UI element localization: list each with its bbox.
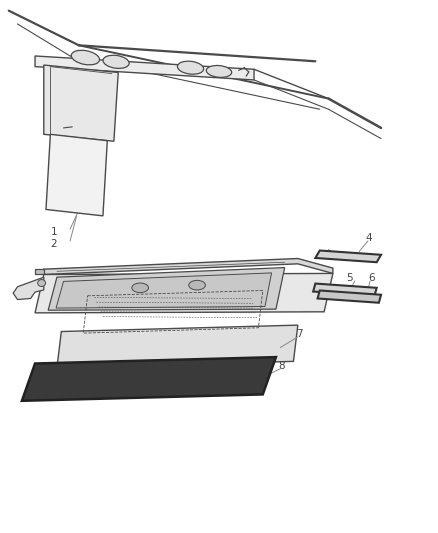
Ellipse shape: [103, 55, 129, 68]
Polygon shape: [35, 56, 254, 80]
Polygon shape: [46, 134, 107, 216]
Polygon shape: [56, 273, 272, 308]
Polygon shape: [318, 290, 381, 303]
Polygon shape: [35, 269, 44, 274]
Polygon shape: [48, 268, 285, 310]
Polygon shape: [44, 259, 333, 274]
Text: 5: 5: [346, 273, 353, 283]
Text: 6: 6: [368, 273, 374, 283]
Polygon shape: [57, 325, 298, 368]
Ellipse shape: [71, 50, 99, 65]
Ellipse shape: [177, 61, 204, 74]
Polygon shape: [35, 273, 333, 313]
Ellipse shape: [38, 280, 46, 287]
Polygon shape: [44, 65, 118, 141]
Polygon shape: [313, 284, 377, 296]
Text: 4: 4: [366, 233, 372, 243]
Text: 2: 2: [50, 239, 57, 248]
Polygon shape: [315, 251, 381, 262]
Polygon shape: [22, 357, 276, 401]
Text: 7: 7: [296, 329, 303, 339]
Text: 1: 1: [50, 227, 57, 237]
Polygon shape: [13, 277, 44, 300]
Ellipse shape: [132, 283, 148, 293]
Ellipse shape: [206, 66, 232, 77]
Text: 8: 8: [279, 361, 285, 371]
Ellipse shape: [189, 280, 205, 290]
